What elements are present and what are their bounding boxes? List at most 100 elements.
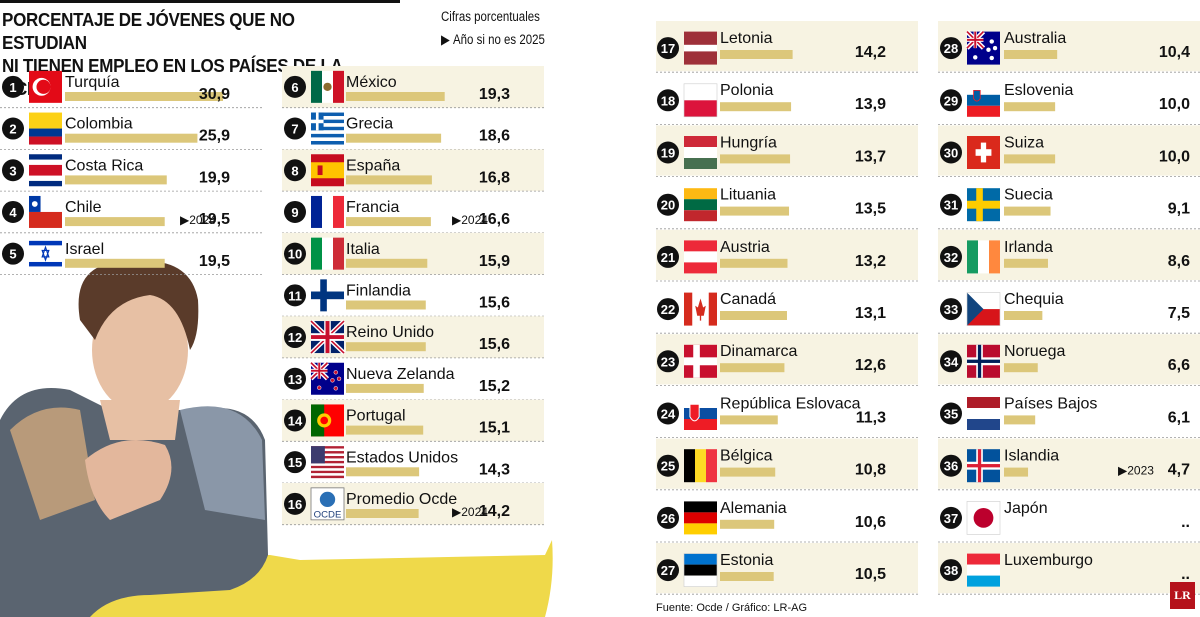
rank-circle xyxy=(284,117,306,140)
value-bar xyxy=(720,311,787,320)
rank-circle xyxy=(2,75,24,98)
value-label: 8,6 xyxy=(1168,253,1190,270)
value-bar xyxy=(65,258,165,268)
rank-number: 6 xyxy=(291,80,298,95)
value-label: 13,2 xyxy=(855,253,886,270)
rank-circle xyxy=(940,89,962,112)
value-bar xyxy=(346,383,424,393)
rank-circle xyxy=(284,451,306,474)
row-35: 35 Países Bajos 6,1 xyxy=(938,395,1200,439)
rank-circle xyxy=(2,159,24,182)
unit-note-text: Cifras porcentuales xyxy=(441,9,540,24)
rank-number: 4 xyxy=(9,205,17,220)
value-bar xyxy=(720,415,778,425)
value-bar xyxy=(1004,50,1058,59)
value-bar xyxy=(1004,102,1056,112)
value-bar xyxy=(720,258,788,268)
value-bar xyxy=(65,133,198,143)
country-name: Japón xyxy=(1004,500,1048,517)
row-7: 7 Grecia 18,6 xyxy=(282,116,544,150)
value-label: 13,9 xyxy=(855,96,886,113)
rank-circle xyxy=(657,559,679,582)
rank-number: 13 xyxy=(288,372,302,387)
rank-number: 32 xyxy=(944,250,958,265)
rank-circle xyxy=(940,245,962,268)
value-bar xyxy=(346,425,424,435)
rank-circle xyxy=(284,159,306,182)
flag-tr-icon xyxy=(29,70,62,103)
source-note: Fuente: Ocde / Gráfico: LR-AG xyxy=(656,602,808,614)
rank-number: 29 xyxy=(944,93,958,108)
value-label: 11,3 xyxy=(856,409,886,426)
rank-number: 28 xyxy=(944,41,958,56)
country-name: Australia xyxy=(1004,30,1066,47)
rank-circle xyxy=(2,242,24,265)
value-label: 15,2 xyxy=(479,378,510,395)
rank-number: 20 xyxy=(661,198,675,213)
flag-ee-icon xyxy=(683,553,718,587)
value-label: 7,5 xyxy=(1168,305,1190,322)
rank-number: 2 xyxy=(9,122,16,137)
country-name: Polonia xyxy=(720,82,773,99)
rank-number: 34 xyxy=(944,354,959,369)
value-bar xyxy=(65,217,165,227)
rank-number: 17 xyxy=(661,41,675,56)
country-name: Estonia xyxy=(720,552,773,569)
flag-ch-icon xyxy=(967,136,1000,169)
country-name: Suiza xyxy=(1004,134,1044,151)
row-29: 29 Eslovenia 10,0 xyxy=(938,82,1200,125)
country-name: Lituania xyxy=(720,187,776,204)
value-bar xyxy=(346,258,428,268)
rank-number: 1 xyxy=(9,80,16,95)
value-label: 9,1 xyxy=(1168,201,1190,218)
country-name: Austria xyxy=(720,239,770,256)
rank-number: 5 xyxy=(9,247,16,262)
row-15: 15 Estados Unidos 14,3 xyxy=(282,449,544,484)
year-note-text: Año si no es 2025 xyxy=(453,32,545,47)
flag-lt-icon xyxy=(684,188,717,222)
rank-circle xyxy=(657,37,679,60)
country-name: Costa Rica xyxy=(65,157,143,174)
value-bar xyxy=(65,92,223,101)
flag-nz-icon xyxy=(309,361,344,395)
country-name: Reino Unido xyxy=(346,324,434,341)
rank-number: 23 xyxy=(661,354,675,369)
flag-dk-icon xyxy=(684,344,717,378)
rank-circle xyxy=(657,193,679,216)
flag-il-icon xyxy=(29,237,62,270)
country-name: Irlanda xyxy=(1004,239,1053,256)
country-name: Estados Unidos xyxy=(346,449,458,466)
country-name: Eslovenia xyxy=(1004,82,1073,99)
rank-number: 14 xyxy=(288,413,303,428)
rank-number: 10 xyxy=(288,247,302,262)
row-11: 11 Finlandia 15,6 xyxy=(282,283,544,317)
value-label: 13,5 xyxy=(855,201,886,218)
value-label: 10,8 xyxy=(855,462,886,479)
value-label: 6,1 xyxy=(1168,409,1190,426)
title-rule xyxy=(0,0,400,3)
country-name: Italia xyxy=(346,241,380,258)
rank-circle xyxy=(284,242,306,265)
country-name: Países Bajos xyxy=(1004,395,1097,412)
year-marker: ▶2024 xyxy=(180,213,216,227)
country-name: Canadá xyxy=(720,291,776,308)
flag-nl-icon xyxy=(967,397,1000,430)
country-name: Colombia xyxy=(65,116,133,133)
country-name: Finlandia xyxy=(346,283,411,300)
flag-sk-icon xyxy=(684,397,717,430)
rank-circle xyxy=(940,37,962,60)
flag-it-icon xyxy=(311,237,344,270)
value-label: .. xyxy=(1181,566,1190,583)
flag-lu-icon xyxy=(967,553,1000,587)
value-label: 10,0 xyxy=(1159,148,1190,165)
rank-circle xyxy=(657,141,679,164)
rank-circle xyxy=(284,326,306,349)
value-label: 16,8 xyxy=(479,169,510,186)
row-9: 9 Francia 16,6▶2024 xyxy=(282,199,544,234)
value-label: 15,9 xyxy=(479,253,510,270)
value-label: 19,3 xyxy=(479,86,510,103)
value-bar xyxy=(346,300,426,310)
flag-de-icon xyxy=(684,501,717,535)
rank-circle xyxy=(657,506,679,529)
